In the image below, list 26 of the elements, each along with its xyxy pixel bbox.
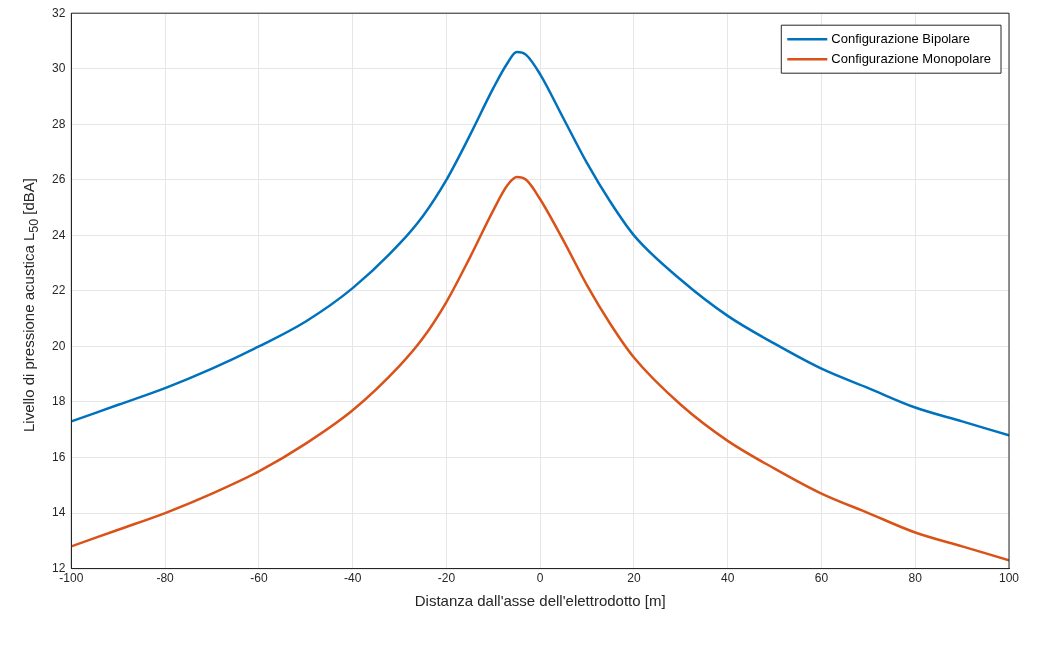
y-tick-label: 22 [51,283,66,298]
y-tick-label: 32 [51,5,66,20]
x-tick-label: 100 [998,571,1020,586]
x-tick-label: 0 [536,571,544,586]
y-tick-label: 16 [51,449,66,464]
x-tick-label: 80 [908,571,923,586]
y-tick-label: 28 [51,116,66,131]
line-series [71,50,1009,437]
x-tick-label: -60 [250,571,268,586]
line-series [71,175,1009,562]
y-tick-label: 30 [51,61,66,76]
x-axis-title: Distanza dall'asse dell'elettrodotto [m] [414,592,666,610]
x-tick-label: -100 [59,571,84,586]
x-tick-label: 40 [721,571,735,586]
x-tick-label: 60 [814,571,829,586]
y-tick-label: 18 [51,394,66,409]
y-tick-label: 20 [51,338,66,353]
y-tick-label: 26 [51,172,66,187]
x-tick-label: -40 [343,571,362,586]
x-tick-label: 20 [627,571,641,586]
legend-label: Configurazione Bipolare [831,30,971,46]
x-tick-label: -80 [156,571,175,586]
y-tick-label: 14 [51,505,66,520]
x-tick-label: -20 [437,571,456,586]
legend-label: Configurazione Monopolare [831,50,992,66]
y-tick-label: 24 [51,227,66,242]
